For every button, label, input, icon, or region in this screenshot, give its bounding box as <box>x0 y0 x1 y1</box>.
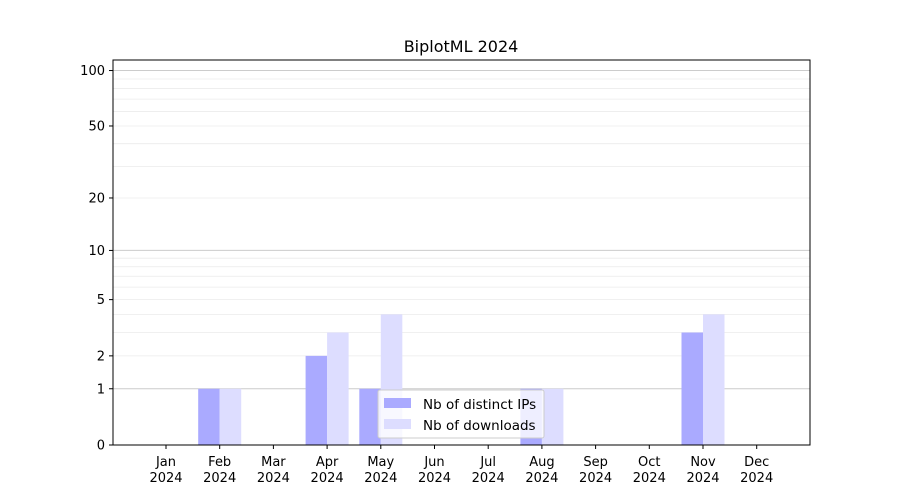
bar-ips <box>198 388 220 445</box>
bar-downloads <box>703 314 725 445</box>
x-tick-label-year: 2024 <box>418 471 451 486</box>
x-tick-label-month: Sep <box>583 455 608 470</box>
bar-ips <box>681 332 703 445</box>
x-tick-label-month: Feb <box>208 455 231 470</box>
y-tick-label: 50 <box>88 119 105 134</box>
x-tick-label-month: Dec <box>744 455 769 470</box>
x-tick-label-year: 2024 <box>633 471 666 486</box>
y-tick-label: 5 <box>97 293 105 308</box>
x-tick-label-year: 2024 <box>472 471 505 486</box>
x-tick-label-year: 2024 <box>686 471 719 486</box>
x-tick-label-month: Jul <box>479 455 496 470</box>
x-tick-label-year: 2024 <box>257 471 290 486</box>
legend-swatch-ips <box>384 398 411 408</box>
x-tick-label-month: Mar <box>261 455 286 470</box>
x-tick-label-month: Oct <box>638 455 660 470</box>
x-axis: Jan2024Feb2024Mar2024Apr2024May2024Jun20… <box>149 445 773 486</box>
x-tick-label-year: 2024 <box>149 471 182 486</box>
x-tick-label-month: Nov <box>690 455 716 470</box>
y-tick-label: 2 <box>97 349 105 364</box>
legend-label-ips: Nb of distinct IPs <box>423 397 536 413</box>
x-tick-label-month: Jun <box>423 455 444 470</box>
legend-box <box>377 389 545 439</box>
y-tick-label: 10 <box>88 244 105 259</box>
bar-downloads <box>541 388 564 445</box>
legend-label-downloads: Nb of downloads <box>423 418 536 434</box>
y-axis: 0 1 2 5 10 20 50 100 <box>80 64 113 454</box>
x-tick-label-year: 2024 <box>579 471 612 486</box>
x-tick-label-year: 2024 <box>364 471 397 486</box>
x-tick-label-year: 2024 <box>525 471 558 486</box>
chart-title: BiplotML 2024 <box>404 37 519 56</box>
x-tick-label-year: 2024 <box>740 471 773 486</box>
x-tick-label-month: Apr <box>316 455 339 470</box>
y-tick-label: 100 <box>80 64 105 79</box>
x-tick-label-month: Aug <box>529 455 554 470</box>
legend-swatch-downloads <box>384 419 411 429</box>
bar-downloads <box>327 332 349 445</box>
y-tick-label: 20 <box>88 191 105 206</box>
bar-downloads <box>219 388 242 445</box>
y-tick-label: 1 <box>97 382 105 397</box>
x-tick-label-year: 2024 <box>203 471 236 486</box>
x-tick-label-month: May <box>367 455 394 470</box>
bar-ips <box>305 355 328 445</box>
grid <box>113 70 810 390</box>
x-tick-label-month: Jan <box>155 455 176 470</box>
legend: Nb of distinct IPs Nb of downloads <box>377 389 545 439</box>
x-tick-label-year: 2024 <box>311 471 344 486</box>
plot-frame <box>112 59 811 446</box>
bar-ips <box>359 388 381 445</box>
y-tick-label: 0 <box>97 439 105 454</box>
